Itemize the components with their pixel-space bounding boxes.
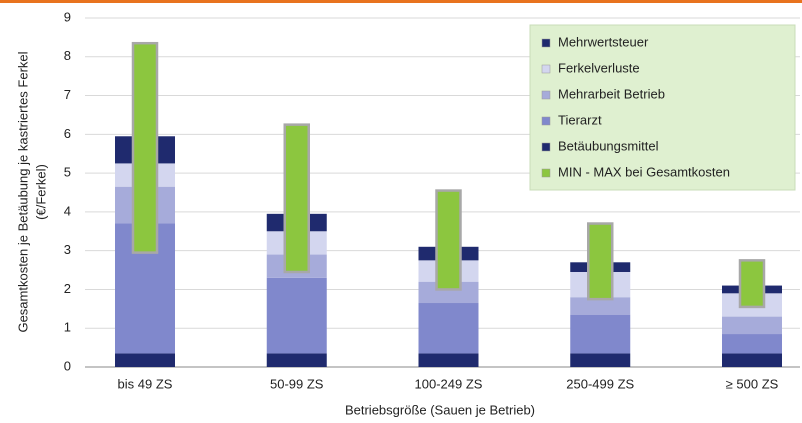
y-tick-label: 7 [64, 87, 71, 102]
range-bar [587, 222, 614, 301]
bar-segment [722, 334, 782, 354]
bar-segment [115, 353, 175, 367]
x-tick-label: bis 49 ZS [118, 376, 173, 391]
legend-swatch [541, 168, 551, 178]
x-axis-label: Betriebsgröße (Sauen je Betrieb) [345, 402, 535, 417]
y-tick-label: 9 [64, 9, 71, 24]
legend-label: Mehrwertsteuer [558, 34, 649, 49]
top-rule [0, 0, 802, 3]
x-tick-label: ≥ 500 ZS [726, 376, 779, 391]
y-tick-label: 5 [64, 165, 71, 180]
legend-label: Betäubungsmittel [558, 138, 659, 153]
legend-swatch [541, 90, 551, 100]
y-tick-label: 4 [64, 203, 71, 218]
bar-segment [570, 297, 631, 315]
bar-segment [266, 353, 327, 367]
bar-segment [722, 353, 782, 367]
bar-segment [570, 314, 631, 354]
range-bar [738, 259, 766, 309]
legend-swatch [541, 142, 551, 152]
bar-segment [418, 303, 479, 354]
legend-swatch [541, 64, 551, 74]
y-tick-label: 0 [64, 358, 71, 373]
legend-box [529, 24, 796, 191]
range-bar [131, 41, 159, 254]
legend-swatch [541, 38, 551, 48]
legend-label: MIN - MAX bei Gesamtkosten [558, 164, 730, 179]
y-tick-label: 6 [64, 126, 71, 141]
y-tick-label: 2 [64, 281, 71, 296]
bar-segment [266, 277, 327, 354]
x-tick-label: 50-99 ZS [270, 376, 324, 391]
y-tick-label: 3 [64, 242, 71, 257]
bar-segment [418, 353, 479, 367]
legend-label: Tierarzt [558, 112, 602, 127]
x-tick-label: 250-499 ZS [566, 376, 634, 391]
range-bar [283, 123, 310, 274]
y-axis-unit: (€/Ferkel) [33, 164, 48, 220]
y-tick-label: 8 [64, 48, 71, 63]
bar-segment [722, 316, 782, 335]
y-axis-label: Gesamtkosten je Betäubung je kastriertes… [15, 51, 30, 332]
legend-label: Mehrarbeit Betrieb [558, 86, 665, 101]
y-tick-label: 1 [64, 320, 71, 335]
legend-swatch [541, 116, 551, 126]
x-tick-label: 100-249 ZS [415, 376, 483, 391]
bar-segment [570, 353, 631, 367]
legend-label: Ferkelverluste [558, 60, 640, 75]
range-bar [435, 189, 462, 291]
bar-segment [418, 281, 479, 304]
